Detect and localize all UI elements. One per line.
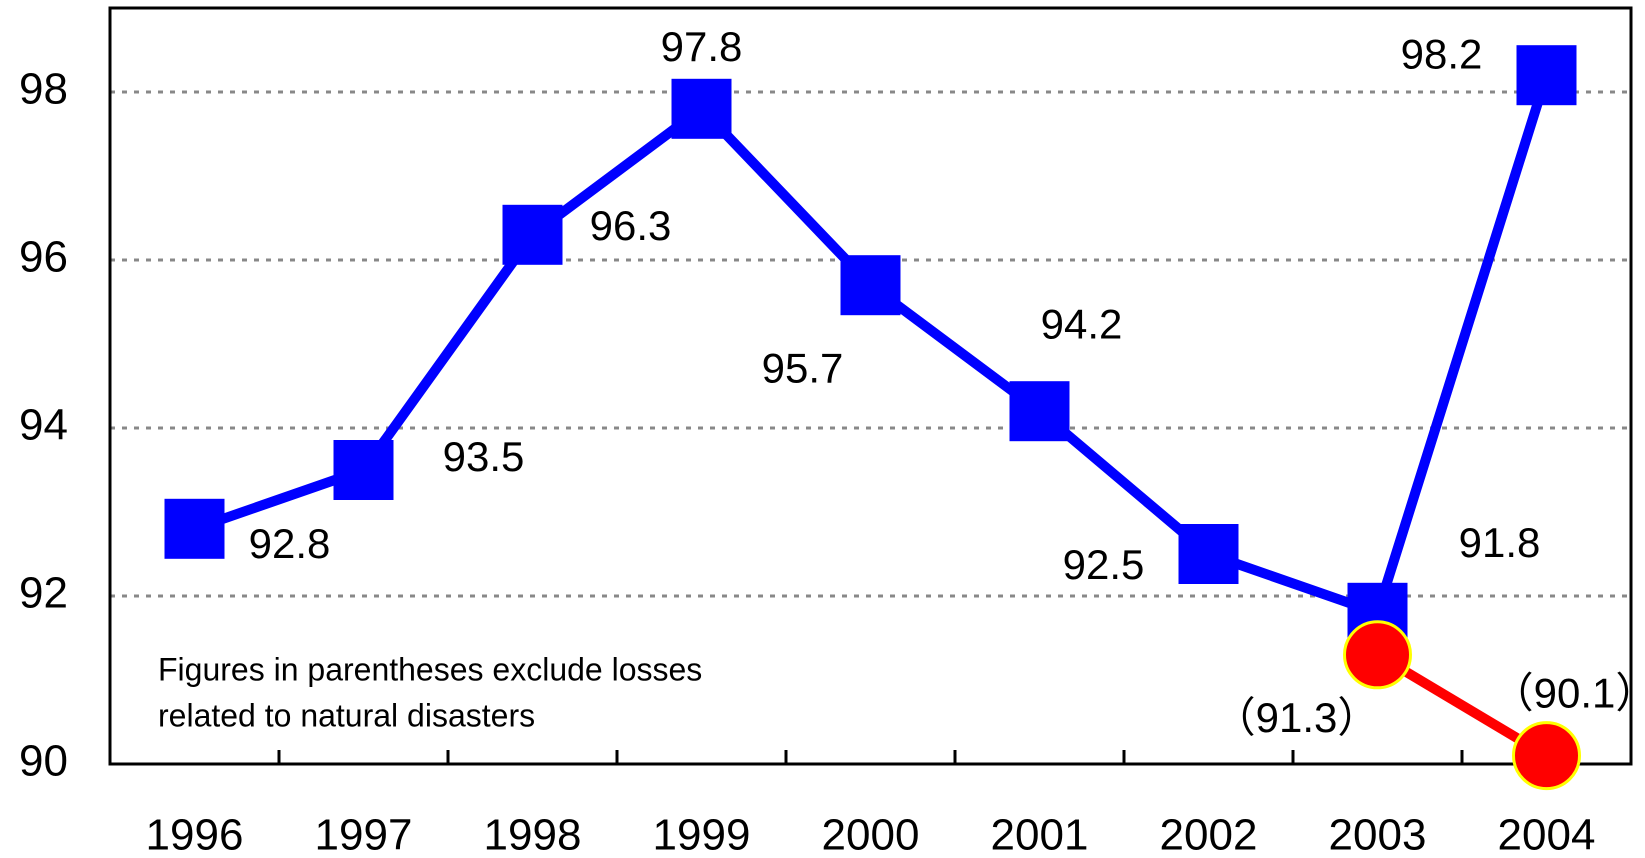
data-label: 92.5 [1063,541,1145,588]
marker [502,204,563,265]
marker [164,498,225,559]
x-tick-label: 1999 [653,811,751,858]
x-tick-label: 2004 [1498,811,1596,858]
data-label: 98.2 [1401,30,1483,77]
data-label: （90.1） [1492,670,1645,717]
y-tick-label: 92 [19,569,68,618]
x-tick-label: 1998 [484,811,582,858]
data-label: 93.5 [443,433,525,480]
data-label: 92.8 [249,520,331,567]
y-tick-label: 96 [19,233,68,282]
note-line: related to natural disasters [158,697,535,733]
y-tick-label: 98 [19,65,68,114]
data-label: 96.3 [590,202,672,249]
marker [671,78,732,139]
marker [1516,45,1577,106]
marker [333,440,394,500]
marker [1009,381,1070,442]
y-tick-label: 94 [19,401,68,450]
marker [840,255,901,316]
x-tick-label: 2001 [991,811,1089,858]
plot-frame [108,6,1633,766]
x-tick-label: 1996 [146,811,244,858]
data-label: 94.2 [1041,300,1123,347]
data-label: 91.8 [1459,519,1541,566]
note-line: Figures in parentheses exclude losses [158,651,702,687]
marker [1343,620,1412,690]
data-label: 95.7 [762,344,844,391]
marker [1178,524,1239,584]
y-tick-label: 90 [19,737,68,786]
x-tick-label: 2002 [1160,811,1258,858]
data-label: 97.8 [661,23,743,70]
marker [1512,721,1581,791]
x-tick-label: 2003 [1329,811,1427,858]
series-line [192,73,1552,618]
data-label: （91.3） [1214,694,1380,741]
x-tick-label: 2000 [822,811,920,858]
x-tick-label: 1997 [315,811,413,858]
